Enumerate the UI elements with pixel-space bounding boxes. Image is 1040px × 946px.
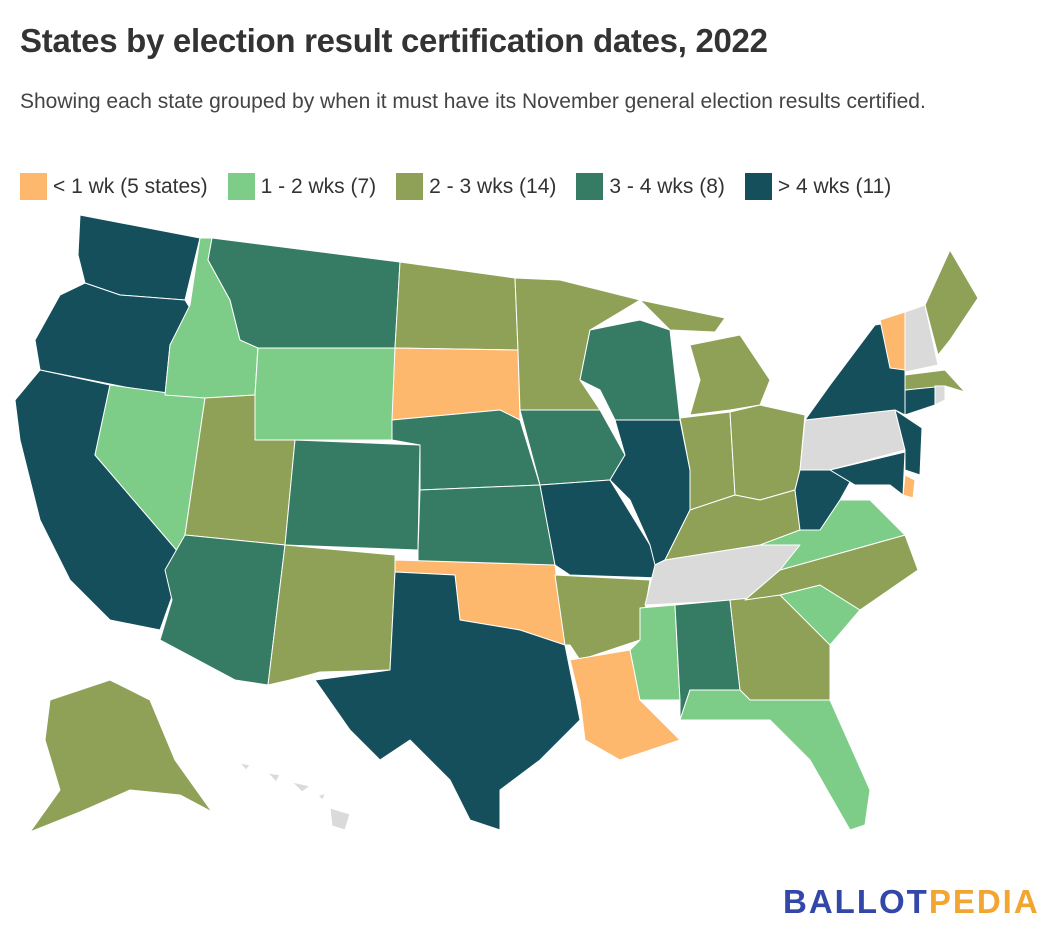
state-ct[interactable]: [904, 385, 936, 416]
state-nh[interactable]: [904, 304, 939, 373]
state-ak[interactable]: [29, 679, 213, 833]
state-ks[interactable]: [417, 484, 556, 566]
legend: < 1 wk (5 states) 1 - 2 wks (7) 2 - 3 wk…: [20, 173, 891, 200]
state-oh[interactable]: [729, 404, 806, 501]
state-md[interactable]: [829, 451, 906, 496]
state-ri[interactable]: [934, 385, 946, 406]
legend-item: < 1 wk (5 states): [20, 173, 208, 200]
state-nc[interactable]: [744, 534, 919, 611]
legend-swatch: [227, 173, 255, 200]
state-nj[interactable]: [894, 409, 923, 476]
ballotpedia-logo: BALLOTPEDIA: [783, 883, 1040, 921]
state-az[interactable]: [159, 534, 286, 686]
state-nd[interactable]: [394, 261, 519, 351]
state-mi[interactable]: [639, 299, 771, 416]
legend-item: 1 - 2 wks (7): [227, 173, 377, 200]
state-ma[interactable]: [904, 369, 966, 393]
legend-label: > 4 wks (11): [777, 174, 892, 198]
legend-swatch: [576, 173, 604, 200]
state-co[interactable]: [284, 439, 421, 551]
legend-label: 2 - 3 wks (14): [429, 174, 557, 198]
state-hi[interactable]: [239, 762, 351, 831]
logo-part-1: BALLOT: [783, 883, 929, 920]
legend-item: 2 - 3 wks (14): [396, 173, 556, 200]
subtitle: Showing each state grouped by when it mu…: [20, 90, 926, 113]
legend-label: 3 - 4 wks (8): [609, 174, 725, 198]
logo-part-2: PEDIA: [928, 883, 1040, 920]
legend-item: > 4 wks (11): [744, 173, 892, 200]
state-me[interactable]: [924, 249, 979, 356]
state-sd[interactable]: [391, 347, 521, 421]
legend-label: 1 - 2 wks (7): [260, 174, 377, 198]
state-tx[interactable]: [314, 571, 581, 831]
page-title: States by election result certification …: [20, 22, 768, 59]
legend-swatch: [396, 173, 424, 200]
state-wy[interactable]: [254, 347, 396, 441]
legend-item: 3 - 4 wks (8): [576, 173, 725, 200]
legend-swatch: [744, 173, 772, 200]
state-nm[interactable]: [267, 544, 396, 686]
legend-swatch: [20, 173, 47, 200]
state-de[interactable]: [902, 474, 916, 499]
state-fl[interactable]: [679, 689, 871, 831]
legend-label: < 1 wk (5 states): [53, 174, 208, 198]
